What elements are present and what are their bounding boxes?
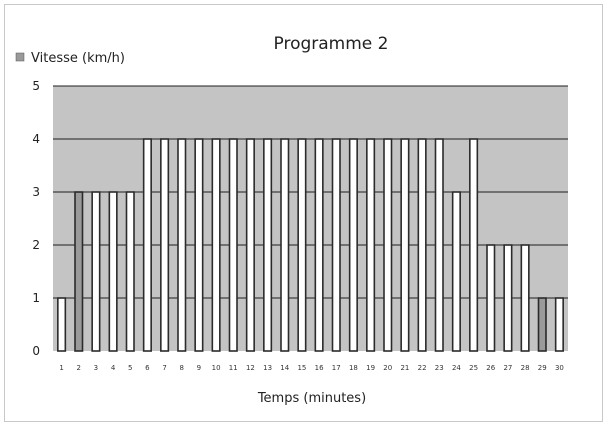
x-tick-label: 13 bbox=[263, 364, 272, 372]
bar bbox=[537, 297, 547, 352]
x-tick-label: 15 bbox=[297, 364, 306, 372]
x-tick-label: 28 bbox=[521, 364, 530, 372]
bar bbox=[366, 138, 376, 352]
bar bbox=[245, 138, 255, 352]
x-tick-label: 4 bbox=[111, 364, 116, 372]
bar bbox=[57, 297, 67, 352]
bar bbox=[469, 138, 479, 352]
bar bbox=[211, 138, 221, 352]
bar bbox=[194, 138, 204, 352]
y-tick-label: 1 bbox=[32, 291, 40, 305]
x-tick-label: 22 bbox=[418, 364, 427, 372]
x-tick-label: 23 bbox=[435, 364, 444, 372]
bar bbox=[520, 244, 530, 352]
bar bbox=[280, 138, 290, 352]
x-tick-label: 3 bbox=[94, 364, 98, 372]
grid-lines bbox=[53, 85, 568, 299]
x-tick-label: 18 bbox=[349, 364, 358, 372]
bar bbox=[142, 138, 152, 352]
bar bbox=[297, 138, 307, 352]
x-tick-label: 27 bbox=[503, 364, 512, 372]
bar bbox=[383, 138, 393, 352]
x-tick-label: 10 bbox=[212, 364, 221, 372]
x-tick-label: 30 bbox=[555, 364, 564, 372]
x-tick-label: 20 bbox=[383, 364, 392, 372]
bar bbox=[554, 297, 564, 352]
bar bbox=[177, 138, 187, 352]
bar bbox=[331, 138, 341, 352]
bar bbox=[108, 191, 118, 352]
x-tick-label: 5 bbox=[128, 364, 132, 372]
x-tick-label: 17 bbox=[332, 364, 341, 372]
x-tick-label: 25 bbox=[469, 364, 478, 372]
y-tick-label: 2 bbox=[32, 238, 40, 252]
bar bbox=[160, 138, 170, 352]
x-tick-label: 29 bbox=[538, 364, 547, 372]
y-tick-label: 5 bbox=[32, 79, 40, 93]
bar bbox=[417, 138, 427, 352]
x-tick-label: 24 bbox=[452, 364, 461, 372]
bar bbox=[486, 244, 496, 352]
chart-title: Programme 2 bbox=[274, 34, 389, 54]
bar bbox=[91, 191, 101, 352]
bar bbox=[503, 244, 513, 352]
x-tick-label: 11 bbox=[229, 364, 238, 372]
x-axis-label: Temps (minutes) bbox=[257, 391, 366, 406]
x-tick-label: 14 bbox=[280, 364, 289, 372]
legend-swatch bbox=[15, 52, 25, 62]
x-tick-label: 12 bbox=[246, 364, 255, 372]
bar bbox=[263, 138, 273, 352]
x-tick-label: 26 bbox=[486, 364, 495, 372]
bar bbox=[314, 138, 324, 352]
plot-area bbox=[53, 86, 568, 351]
x-tick-label: 1 bbox=[59, 364, 63, 372]
y-tick-label: 4 bbox=[32, 132, 40, 146]
y-tick-label: 3 bbox=[32, 185, 40, 199]
x-tick-label: 21 bbox=[400, 364, 409, 372]
bar bbox=[228, 138, 238, 352]
bar bbox=[451, 191, 461, 352]
bar bbox=[400, 138, 410, 352]
x-tick-label: 8 bbox=[180, 364, 184, 372]
x-tick-label: 16 bbox=[315, 364, 324, 372]
x-tick-label: 2 bbox=[77, 364, 81, 372]
x-tick-label: 9 bbox=[197, 364, 201, 372]
bar bbox=[434, 138, 444, 352]
x-axis-ticks: 1 2 3 4 5 6 7 8 9 10 11 12 13 14 15 16 17 18 19 20 21 22 23 24 2… bbox=[59, 364, 564, 372]
y-axis-ticks: 0 1 2 3 4 5 bbox=[32, 79, 40, 358]
x-tick-label: 19 bbox=[366, 364, 375, 372]
bars bbox=[57, 138, 564, 352]
bar bbox=[125, 191, 135, 352]
bar bbox=[74, 191, 84, 352]
y-tick-label: 0 bbox=[32, 344, 40, 358]
bar bbox=[348, 138, 358, 352]
x-tick-label: 6 bbox=[145, 364, 150, 372]
x-tick-label: 7 bbox=[162, 364, 166, 372]
legend-label: Vitesse (km/h) bbox=[31, 51, 125, 66]
